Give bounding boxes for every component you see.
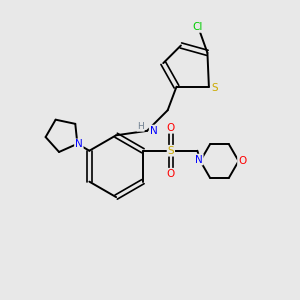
Text: N: N: [150, 126, 158, 136]
Text: H: H: [137, 122, 144, 131]
Text: O: O: [167, 123, 175, 133]
Text: N: N: [75, 140, 83, 149]
Text: O: O: [167, 169, 175, 179]
Text: O: O: [238, 156, 246, 166]
Text: N: N: [195, 154, 203, 165]
Text: S: S: [211, 83, 217, 93]
Text: Cl: Cl: [192, 22, 202, 32]
Text: S: S: [168, 146, 174, 156]
